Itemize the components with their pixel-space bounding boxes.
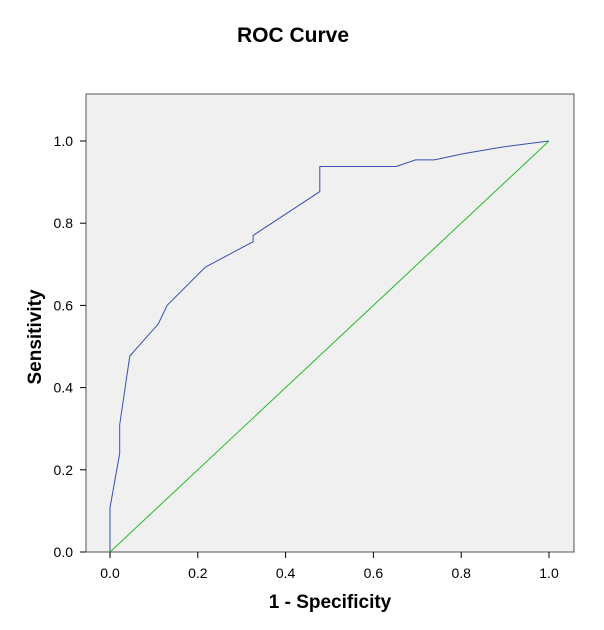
x-axis: 0.0 0.2 0.4 0.6 0.8 1.0 [100,552,559,581]
x-tick-label: 0.6 [364,565,384,581]
x-tick-label: 0.2 [188,565,208,581]
series-group [109,140,550,553]
x-tick-label: 0.4 [276,565,296,581]
reference-diagonal-line [109,140,550,553]
y-tick-label: 0.4 [54,380,74,396]
x-tick-label: 0.0 [100,565,120,581]
y-tick-label: 0.8 [54,215,74,231]
y-tick-label: 0.2 [54,462,74,478]
y-axis-label: Sensitivity [25,289,46,384]
y-axis: 0.0 0.2 0.4 0.6 0.8 1.0 [54,133,86,560]
x-tick-label: 1.0 [539,565,559,581]
chart-title: ROC Curve [237,24,349,47]
y-tick-label: 1.0 [54,133,74,149]
plot-area [85,93,575,553]
x-tick-label: 0.8 [451,565,471,581]
x-axis-label: 1 - Specificity [269,592,392,613]
y-tick-label: 0.6 [54,297,74,313]
roc-curve-line [109,140,550,552]
y-tick-label: 0.0 [54,544,74,560]
